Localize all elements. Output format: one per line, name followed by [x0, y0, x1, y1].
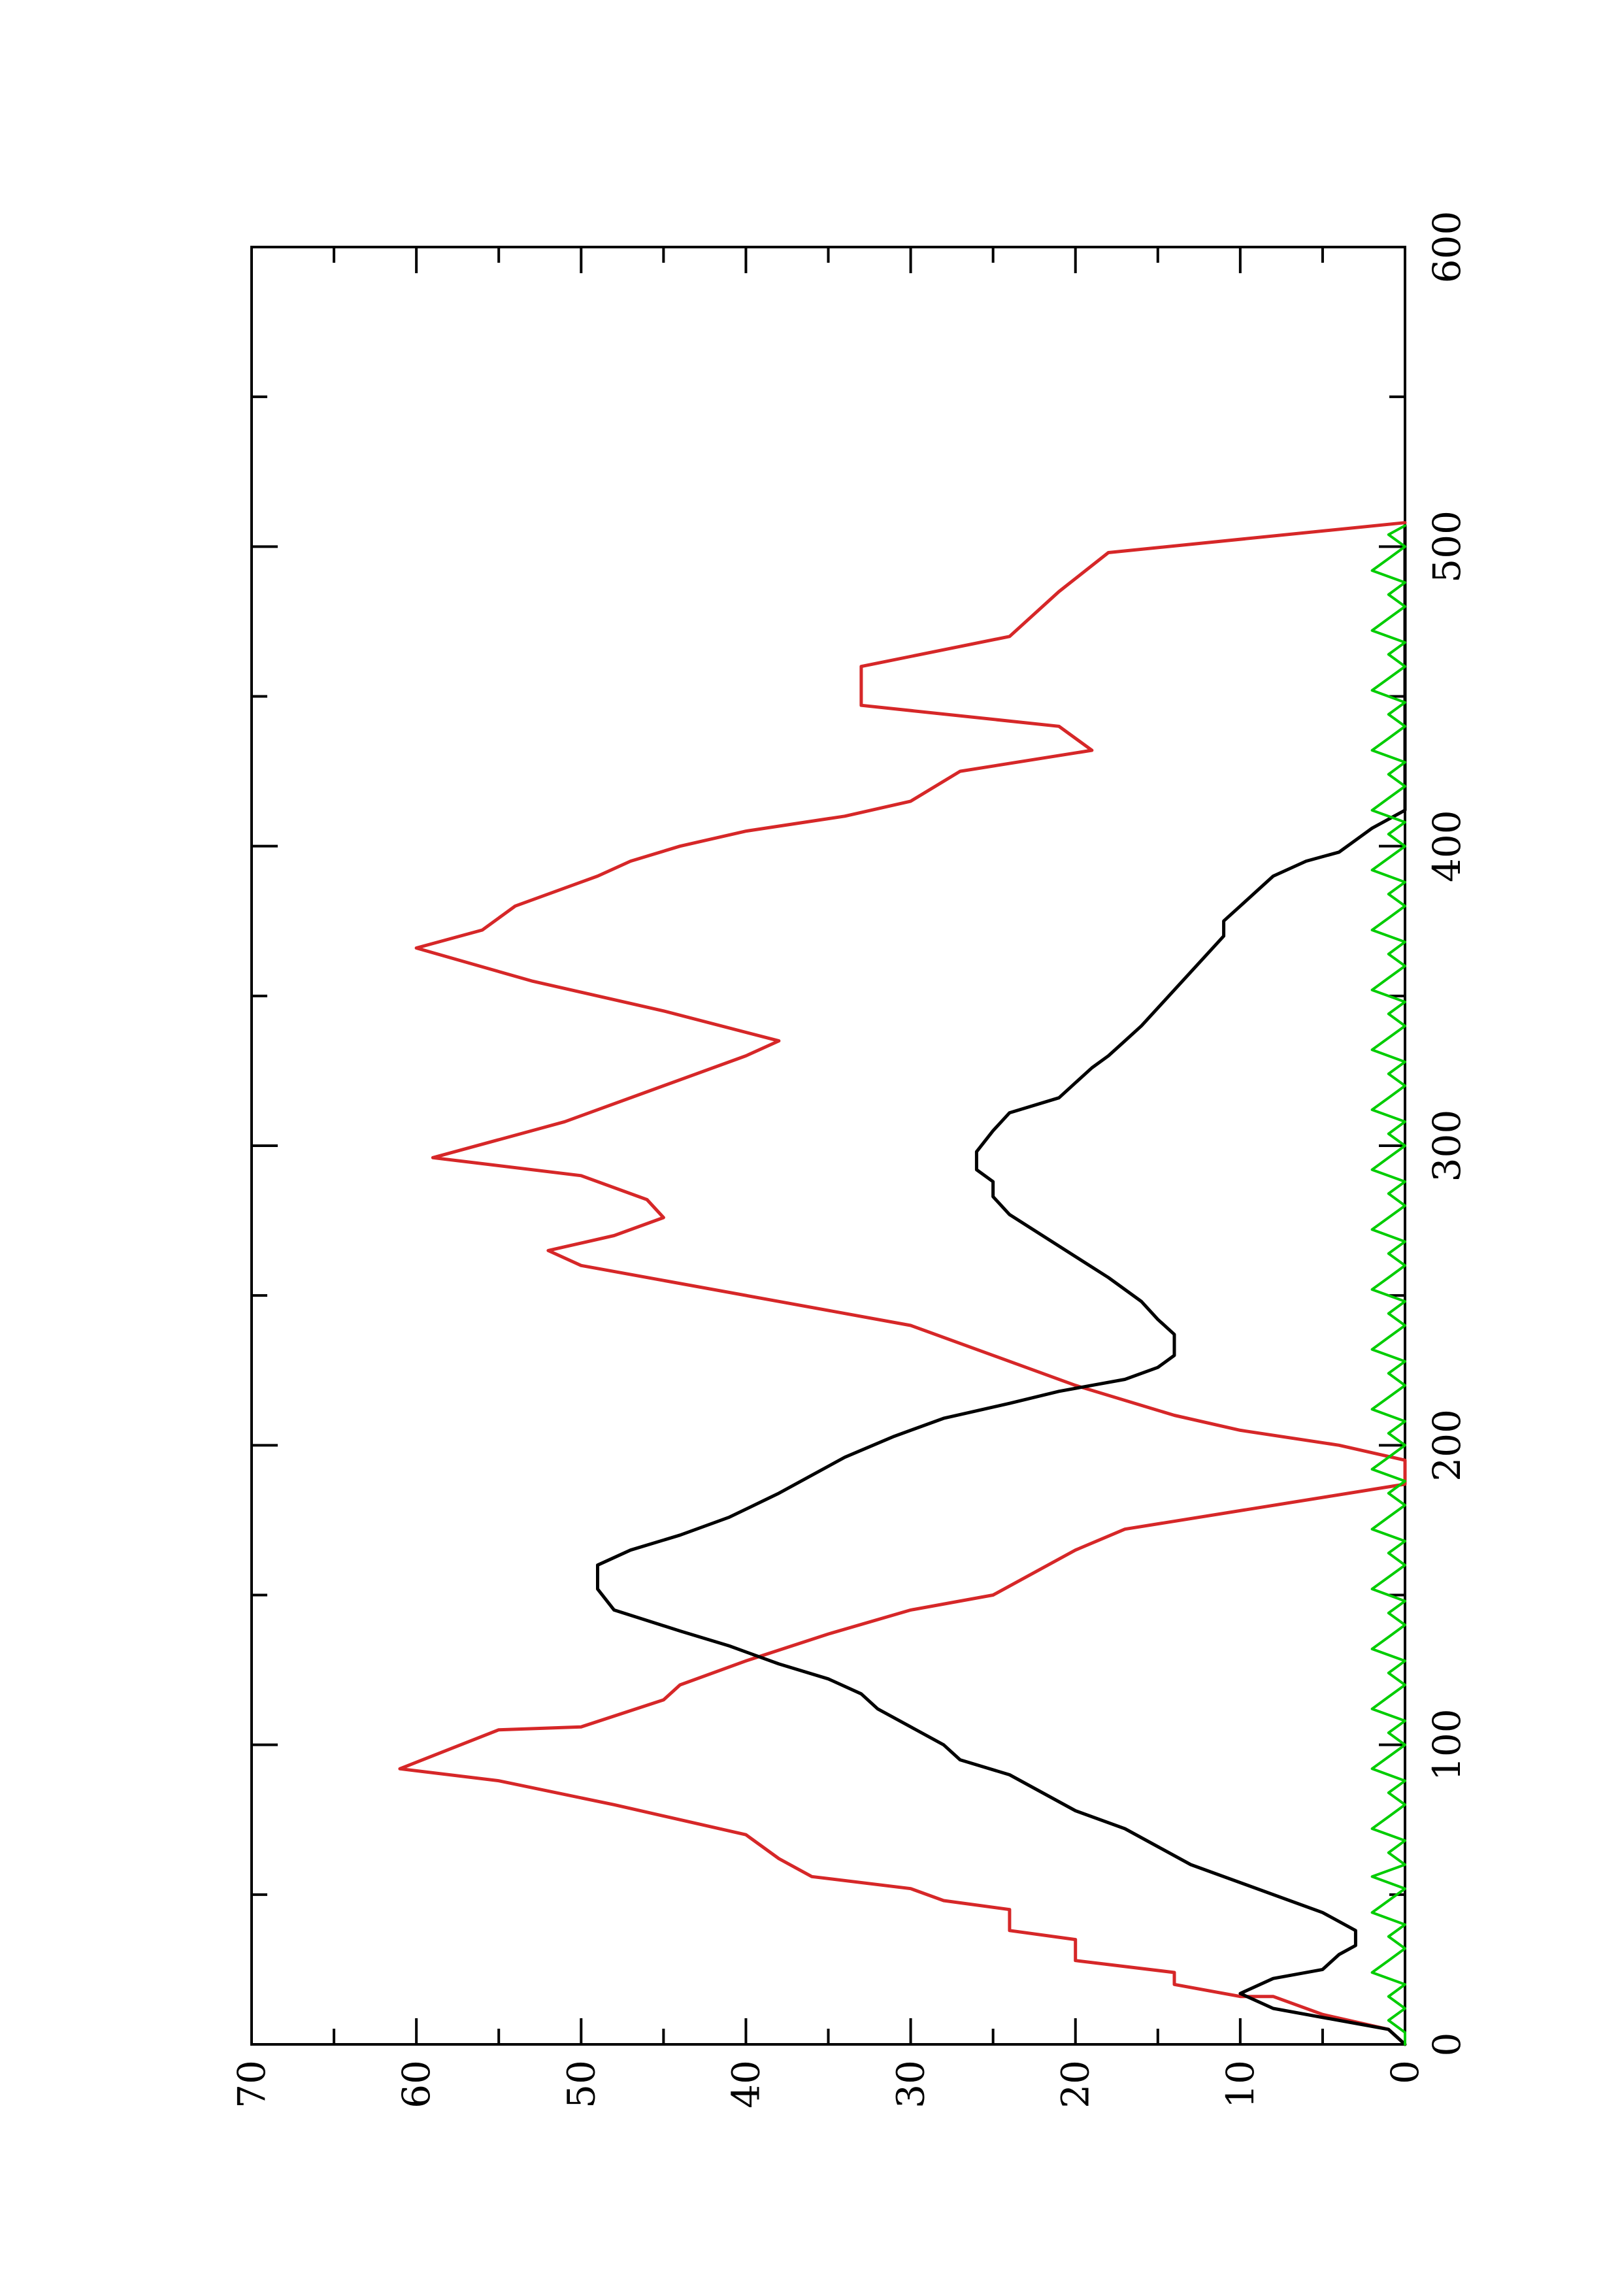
x-tick-label: 100 — [1425, 1708, 1469, 1781]
plot-layer: 0 100 200 300 400 500 600 0 10 20 30 40 50 60 70 — [229, 211, 1469, 2108]
series-2-line — [596, 524, 1407, 2046]
rotated-plot-group: 0 100 200 300 400 500 600 0 10 20 30 40 50 60 70 — [229, 211, 1469, 2108]
x-tick-label: 200 — [1425, 1409, 1469, 1482]
x-tick-label: 300 — [1425, 1110, 1469, 1182]
y-tick-label: 0 — [1383, 2060, 1427, 2084]
series-1-line — [398, 521, 1407, 2046]
y-tick-label: 30 — [889, 2060, 933, 2108]
y-tick-label: 10 — [1218, 2060, 1263, 2108]
y-tick-label: 50 — [559, 2060, 603, 2108]
x-tick-label: 400 — [1425, 810, 1469, 882]
y-tick-label: 60 — [394, 2060, 438, 2108]
x-tick-label: 0 — [1425, 2033, 1469, 2057]
y-tick-label: 40 — [723, 2060, 768, 2108]
y-tick-label: 70 — [229, 2060, 274, 2108]
plot-frame — [250, 246, 1406, 2046]
series-3-line — [1370, 524, 1406, 2046]
y-tick-label: 20 — [1053, 2060, 1098, 2108]
x-tick-label: 600 — [1425, 211, 1469, 284]
x-tick-label: 500 — [1425, 510, 1469, 583]
